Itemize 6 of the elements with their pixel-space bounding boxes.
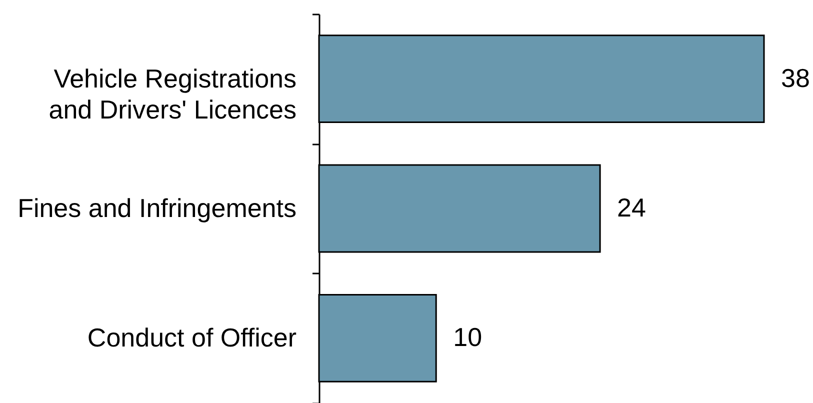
data-label: 10 — [453, 322, 482, 352]
y-tick-label: Conduct of Officer — [87, 322, 297, 353]
y-tick-label: Fines and Infringements — [18, 193, 296, 223]
data-label: 38 — [781, 62, 810, 93]
y-tick-label: Vehicle Registrations and Drivers' Licences — [48, 63, 296, 124]
data-label: 24 — [617, 192, 646, 222]
